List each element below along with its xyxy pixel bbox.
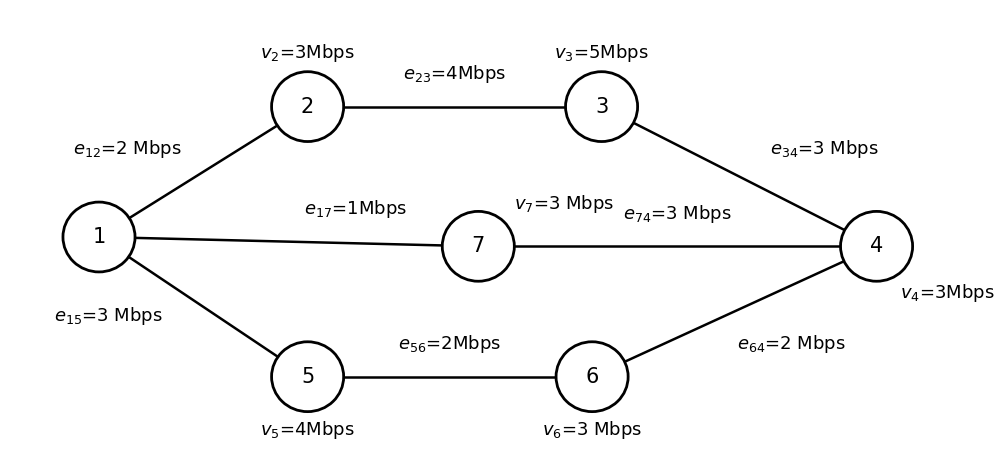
Text: 6: 6	[585, 367, 599, 387]
Text: $e_{15}$=3 Mbps: $e_{15}$=3 Mbps	[54, 305, 163, 327]
Text: $v_{5}$=4Mbps: $v_{5}$=4Mbps	[260, 419, 355, 441]
Text: $e_{56}$=2Mbps: $e_{56}$=2Mbps	[398, 333, 501, 355]
Text: 7: 7	[472, 237, 485, 256]
Text: 5: 5	[301, 367, 314, 387]
Text: 2: 2	[301, 97, 314, 117]
Text: $v_{7}$=3 Mbps: $v_{7}$=3 Mbps	[514, 193, 614, 215]
Ellipse shape	[556, 342, 628, 411]
Text: $e_{34}$=3 Mbps: $e_{34}$=3 Mbps	[770, 137, 879, 160]
Text: 4: 4	[870, 237, 883, 256]
Text: $v_{4}$=3Mbps: $v_{4}$=3Mbps	[900, 282, 995, 304]
Text: $e_{12}$=2 Mbps: $e_{12}$=2 Mbps	[73, 137, 182, 160]
Ellipse shape	[841, 211, 913, 281]
Text: 1: 1	[92, 227, 106, 247]
Text: $v_{2}$=3Mbps: $v_{2}$=3Mbps	[260, 42, 355, 64]
Text: $v_{3}$=5Mbps: $v_{3}$=5Mbps	[554, 42, 649, 64]
Ellipse shape	[272, 72, 344, 142]
Text: $v_{6}$=3 Mbps: $v_{6}$=3 Mbps	[542, 419, 642, 441]
Text: $e_{23}$=4Mbps: $e_{23}$=4Mbps	[403, 63, 506, 85]
Text: $e_{64}$=2 Mbps: $e_{64}$=2 Mbps	[737, 333, 846, 355]
Ellipse shape	[63, 202, 135, 272]
Ellipse shape	[272, 342, 344, 411]
Ellipse shape	[566, 72, 638, 142]
Text: $e_{17}$=1Mbps: $e_{17}$=1Mbps	[304, 198, 407, 220]
Text: 3: 3	[595, 97, 608, 117]
Ellipse shape	[442, 211, 514, 281]
Text: $e_{74}$=3 Mbps: $e_{74}$=3 Mbps	[623, 203, 732, 225]
